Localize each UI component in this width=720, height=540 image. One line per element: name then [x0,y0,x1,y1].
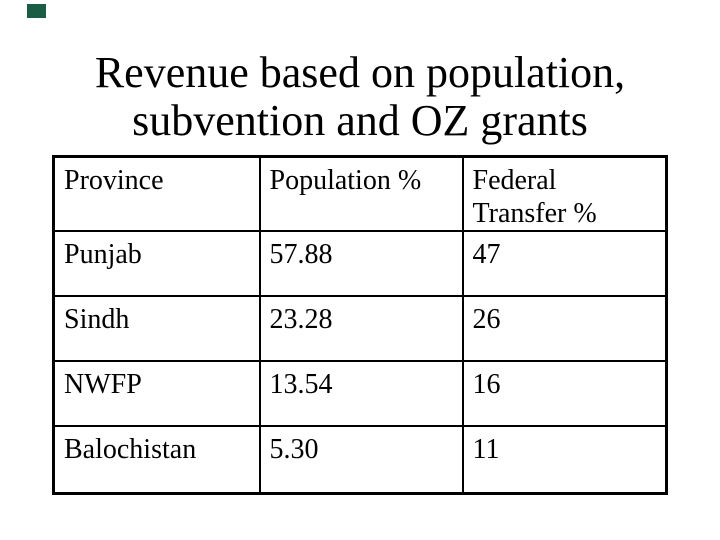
table-row-sindh: Sindh 23.28 26 [52,295,668,362]
cell-federal-transfer-pct: 26 [461,295,668,362]
table-header-row: Province Population % Federal Transfer % [52,155,668,232]
table-row-nwfp: NWFP 13.54 16 [52,360,668,427]
cell-province: Punjab [52,230,261,297]
column-header-federal-transfer-pct: Federal Transfer % [461,155,668,232]
cell-federal-transfer-pct: 16 [461,360,668,427]
slide-title-line-1: Revenue based on population, [94,48,626,97]
slide-title: Revenue based on population, subvention … [0,49,720,145]
site-logo-mark [27,4,46,18]
table-row-punjab: Punjab 57.88 47 [52,230,668,297]
column-header-population-pct: Population % [258,155,464,232]
cell-federal-transfer-pct: 47 [461,230,668,297]
cell-population-pct: 5.30 [258,425,464,494]
column-header-province: Province [52,155,261,232]
cell-federal-transfer-pct: 11 [461,425,668,494]
revenue-table: Province Population % Federal Transfer %… [52,155,668,495]
slide-title-line-2: subvention and OZ grants [132,96,588,145]
cell-population-pct: 57.88 [258,230,464,297]
cell-province: Balochistan [52,425,261,494]
cell-province: NWFP [52,360,261,427]
cell-population-pct: 13.54 [258,360,464,427]
cell-province: Sindh [52,295,261,362]
table-row-balochistan: Balochistan 5.30 11 [52,425,668,494]
cell-population-pct: 23.28 [258,295,464,362]
